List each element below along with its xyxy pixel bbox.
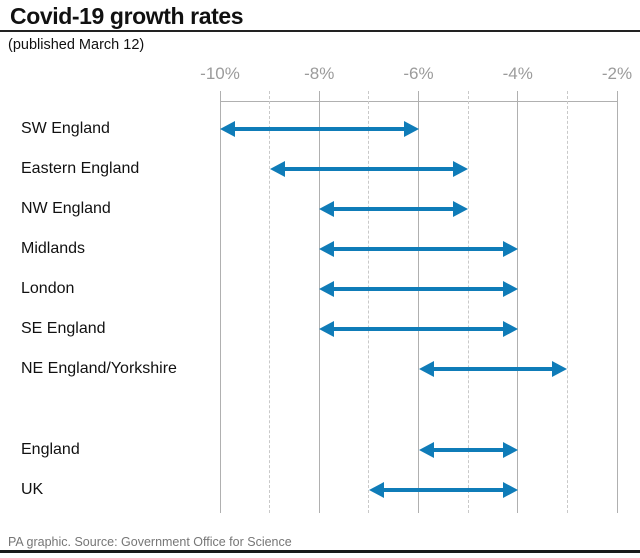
range-arrow-sw-england [220, 121, 419, 137]
gridline-7pct [368, 91, 370, 513]
chart-subtitle: (published March 12) [8, 37, 145, 53]
arrowhead-left-icon [418, 442, 434, 458]
arrow-shaft [332, 247, 505, 251]
row-label-eastern-england: Eastern England [21, 160, 140, 177]
arrow-shaft [282, 167, 456, 171]
arrowhead-left-icon [368, 482, 384, 498]
source-credit: PA graphic. Source: Government Office fo… [8, 535, 292, 549]
x-axis-line [220, 101, 618, 102]
range-arrow-london [319, 281, 518, 297]
arrowhead-left-icon [220, 121, 235, 137]
arrow-shaft [332, 327, 505, 331]
range-arrow-se-england [319, 321, 518, 337]
range-arrow-england [418, 442, 518, 458]
arrowhead-right-icon [502, 241, 518, 257]
gridline-3pct [566, 91, 568, 513]
arrowhead-left-icon [319, 281, 335, 297]
arrowhead-right-icon [502, 281, 518, 297]
title-divider [0, 30, 640, 32]
x-tick-label-6pct: -6% [403, 64, 434, 83]
arrowhead-right-icon [453, 161, 469, 177]
row-label-ne-england-yorkshire: NE England/Yorkshire [21, 360, 177, 377]
x-tick-label-10pct: -10% [200, 64, 240, 83]
arrowhead-right-icon [403, 121, 419, 137]
gridline-10pct [219, 91, 221, 513]
arrowhead-right-icon [453, 201, 469, 217]
arrowhead-right-icon [502, 482, 518, 498]
range-arrow-ne-england-yorkshire [418, 361, 568, 377]
arrowhead-left-icon [319, 321, 335, 337]
arrowhead-right-icon [502, 442, 518, 458]
arrowhead-left-icon [319, 241, 335, 257]
arrowhead-left-icon [319, 201, 335, 217]
row-label-nw-england: NW England [21, 200, 111, 217]
arrow-shaft [332, 207, 456, 211]
x-tick-label-8pct: -8% [304, 64, 335, 83]
arrowhead-left-icon [418, 361, 434, 377]
range-arrow-eastern-england [269, 161, 469, 177]
arrow-shaft [431, 367, 555, 371]
row-label-se-england: SE England [21, 320, 106, 337]
arrow-shaft [332, 287, 505, 291]
range-arrow-nw-england [319, 201, 469, 217]
row-label-uk: UK [21, 481, 44, 498]
gridline-6pct [418, 91, 419, 513]
arrow-shaft [381, 488, 505, 492]
chart-title: Covid-19 growth rates [10, 3, 244, 29]
row-label-sw-england: SW England [21, 120, 110, 137]
gridline-9pct [269, 91, 271, 513]
range-arrow-uk [368, 482, 518, 498]
arrow-shaft [233, 127, 406, 131]
bottom-bar [0, 550, 640, 553]
range-arrow-midlands [319, 241, 518, 257]
row-label-england: England [21, 441, 80, 458]
gridline-4pct [517, 91, 519, 513]
gridline-5pct [467, 91, 469, 513]
row-label-midlands: Midlands [21, 240, 86, 257]
arrowhead-left-icon [269, 161, 285, 177]
x-tick-label-2pct: -2% [601, 64, 633, 83]
gridline-2pct [616, 91, 618, 513]
row-label-london: London [21, 280, 75, 297]
arrow-shaft [431, 448, 505, 452]
gridline-8pct [318, 91, 320, 513]
arrowhead-right-icon [552, 361, 568, 377]
x-tick-label-4pct: -4% [502, 64, 533, 83]
arrowhead-right-icon [502, 321, 518, 337]
